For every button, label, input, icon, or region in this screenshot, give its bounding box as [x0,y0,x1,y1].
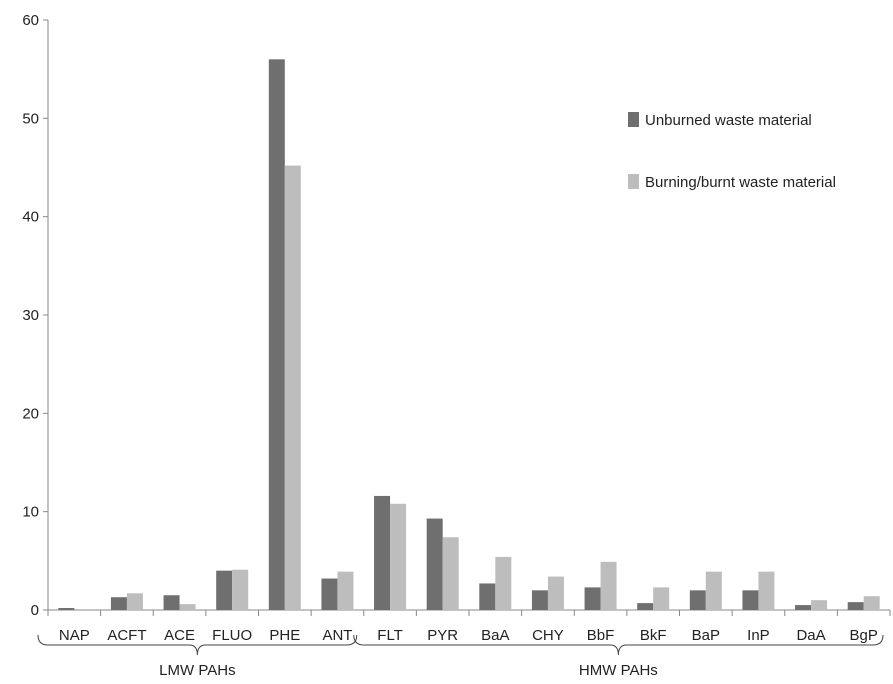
bar-burnt-inp [758,571,775,610]
category-label: ACE [164,627,195,644]
bar-burnt-bkf [653,587,670,610]
bar-unburned-ant [321,578,338,610]
legend-label: Unburned waste material [645,112,812,129]
bar-unburned-ace [163,595,180,610]
y-tick-label: 50 [22,110,39,127]
category-groups: LMW PAHs HMW PAHs [37,634,884,679]
category-label: BkF [640,627,667,644]
category-label: BaP [692,627,720,644]
bar-burnt-chy [547,576,564,610]
bar-unburned-acft [110,597,127,610]
bar-burnt-acft [126,593,143,610]
bar-unburned-baa [479,583,496,610]
category-label: BgP [850,627,878,644]
group-brace [353,634,884,656]
category-label: ANT [322,627,352,644]
y-tick-label: 40 [22,209,39,226]
legend: Unburned waste material Burning/burnt was… [628,112,836,191]
y-tick-label: 10 [22,504,39,521]
category-label: CHY [532,627,564,644]
category-label: PYR [427,627,458,644]
bar-burnt-flt [390,503,407,610]
legend-swatch [628,174,639,189]
category-label: FLUO [212,627,252,644]
group-label: LMW PAHs [159,662,235,679]
bar-unburned-inp [742,590,759,610]
bar-unburned-fluo [216,570,233,610]
y-tick-label: 0 [31,602,39,619]
bar-unburned-flt [374,495,391,610]
y-tick-label: 20 [22,405,39,422]
bar-unburned-daa [795,605,812,610]
bar-burnt-bap [705,571,722,610]
bar-burnt-baa [495,556,512,610]
bar-unburned-bgp [847,602,864,610]
bar-unburned-phe [268,59,285,611]
category-label: BbF [587,627,615,644]
bar-unburned-bap [689,590,706,610]
group-brace [37,634,358,656]
category-label: ACFT [107,627,146,644]
category-label: BaA [481,627,509,644]
bar-burnt-ant [337,571,354,610]
bar-unburned-pyr [426,518,443,610]
bars [58,59,880,611]
bar-unburned-bbf [584,587,601,610]
bar-burnt-fluo [232,569,249,610]
bar-burnt-ace [179,604,196,610]
bar-burnt-bbf [600,561,617,610]
category-label: NAP [59,627,90,644]
bar-unburned-nap [58,608,75,610]
category-label: PHE [269,627,300,644]
category-label: FLT [377,627,403,644]
x-axis: NAP ACFT ACE FLUO PHE ANT FLT PYR BaA CHY BbF BkF Ba… [47,609,891,644]
bar-burnt-pyr [442,537,459,610]
category-label: DaA [796,627,825,644]
bar-burnt-phe [284,165,301,611]
y-tick-label: 30 [22,307,39,324]
legend-swatch [628,112,639,127]
y-axis: 0 10 20 30 40 50 60 [22,12,49,619]
bar-burnt-daa [811,600,828,610]
bar-unburned-chy [531,590,548,610]
legend-label: Burning/burnt waste material [645,174,836,191]
group-label: HMW PAHs [579,662,658,679]
bar-unburned-bkf [637,603,654,610]
bar-burnt-bgp [863,596,880,610]
y-tick-label: 60 [22,12,39,29]
category-label: InP [747,627,770,644]
